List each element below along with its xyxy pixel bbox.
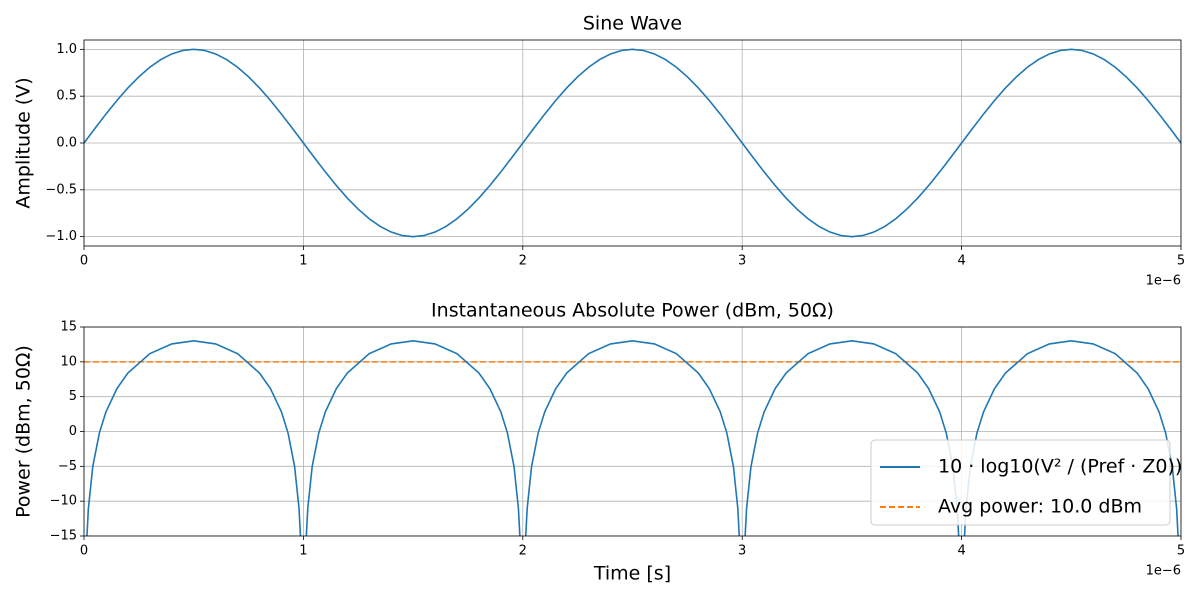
plot-area [84, 327, 1181, 536]
chart-title: Sine Wave [583, 13, 682, 35]
x-tick-label: 3 [738, 544, 746, 559]
line-series [86, 340, 1179, 536]
y-axis-label: Power (dBm, 50Ω) [13, 345, 35, 518]
x-tick-label: 2 [519, 544, 527, 559]
legend-label: 10 · log10(V² / (Pref · Z0)) [938, 456, 1182, 478]
x-tick-label: 2 [519, 254, 527, 269]
x-offset-label: 1e−6 [1146, 564, 1181, 579]
y-tick-label: 0 [69, 424, 77, 439]
x-offset-label: 1e−6 [1146, 274, 1181, 289]
y-tick-label: −10 [50, 494, 77, 509]
y-tick-label: −1.0 [45, 229, 77, 244]
legend-box [870, 439, 1171, 526]
x-tick-label: 4 [957, 544, 965, 559]
y-tick-label: 5 [69, 389, 77, 404]
y-tick-label: 0.0 [56, 136, 77, 151]
y-tick-label: 1.0 [56, 42, 77, 57]
line-series [84, 48, 1181, 238]
legend-label: Avg power: 10.0 dBm [938, 496, 1142, 518]
x-tick-label: 0 [80, 544, 88, 559]
y-tick-label: 0.5 [56, 89, 77, 104]
y-tick-label: −5 [58, 459, 77, 474]
x-tick-label: 4 [957, 254, 965, 269]
chart-title: Instantaneous Absolute Power (dBm, 50Ω) [431, 300, 834, 322]
x-tick-label: 3 [738, 254, 746, 269]
x-tick-label: 1 [299, 544, 307, 559]
y-tick-label: 10 [60, 354, 77, 369]
x-tick-label: 5 [1177, 254, 1185, 269]
y-tick-label: −15 [50, 529, 77, 544]
y-tick-label: 15 [60, 320, 77, 335]
x-tick-label: 1 [299, 254, 307, 269]
y-axis-label: Amplitude (V) [13, 77, 35, 208]
x-tick-label: 0 [80, 254, 88, 269]
x-tick-label: 5 [1177, 544, 1185, 559]
x-axis-label: Time [s] [593, 563, 671, 585]
y-tick-label: −0.5 [45, 182, 77, 197]
plot-area [84, 40, 1181, 246]
